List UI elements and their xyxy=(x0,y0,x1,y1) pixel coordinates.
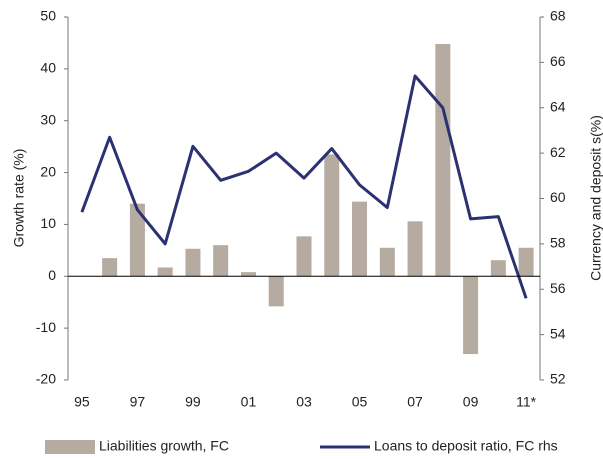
bar xyxy=(518,247,534,277)
y2-tick-label: 56 xyxy=(550,280,566,296)
bar xyxy=(324,154,340,277)
bar xyxy=(240,272,256,277)
y-tick-label: 30 xyxy=(40,111,56,127)
y2-tick-label: 66 xyxy=(550,53,566,69)
line xyxy=(80,74,528,299)
y-tick-label: 40 xyxy=(40,60,56,76)
x-tick-label: 97 xyxy=(130,394,146,410)
bar xyxy=(296,236,312,277)
bar xyxy=(129,203,145,277)
legend-label: Liabilities growth, FC xyxy=(99,438,229,454)
bar xyxy=(213,245,229,277)
y2-tick-label: 54 xyxy=(550,325,566,341)
y2-tick-label: 62 xyxy=(550,144,566,160)
x-tick-label: 03 xyxy=(296,394,312,410)
bar xyxy=(102,258,118,277)
y-tick-label: 50 xyxy=(40,8,56,24)
y2-tick-label: 64 xyxy=(550,98,566,114)
y2-tick-label: 60 xyxy=(550,189,566,205)
bar xyxy=(268,276,284,307)
y-tick-label: 0 xyxy=(48,267,56,283)
legend-label: Loans to deposit ratio, FC rhs xyxy=(374,438,558,454)
bar xyxy=(490,260,506,277)
x-tick-label: 01 xyxy=(241,394,257,410)
x-tick-label: 05 xyxy=(352,394,368,410)
bar xyxy=(463,276,479,355)
bar xyxy=(379,247,395,277)
y2-axis-title: Currency and deposit s(%) xyxy=(588,115,603,281)
x-tick-label: 09 xyxy=(463,394,479,410)
x-tick-label: 99 xyxy=(185,394,201,410)
y2-tick-label: 58 xyxy=(550,235,566,251)
y-tick-label: -20 xyxy=(36,371,56,387)
y2-tick-label: 52 xyxy=(550,371,566,387)
bar xyxy=(185,248,201,277)
x-tick-label: 07 xyxy=(407,394,423,410)
x-tick-label: 11* xyxy=(516,394,537,410)
y2-tick-label: 68 xyxy=(550,8,566,24)
x-tick-label: 95 xyxy=(74,394,90,410)
y-tick-label: 10 xyxy=(40,215,56,231)
bar xyxy=(435,43,451,277)
y-axis-title: Growth rate (%) xyxy=(11,149,27,248)
y-tick-label: 20 xyxy=(40,163,56,179)
y-tick-label: -10 xyxy=(36,319,56,335)
bar xyxy=(157,267,173,277)
bar xyxy=(352,201,368,277)
legend-swatch xyxy=(45,440,95,454)
bar xyxy=(407,221,423,277)
